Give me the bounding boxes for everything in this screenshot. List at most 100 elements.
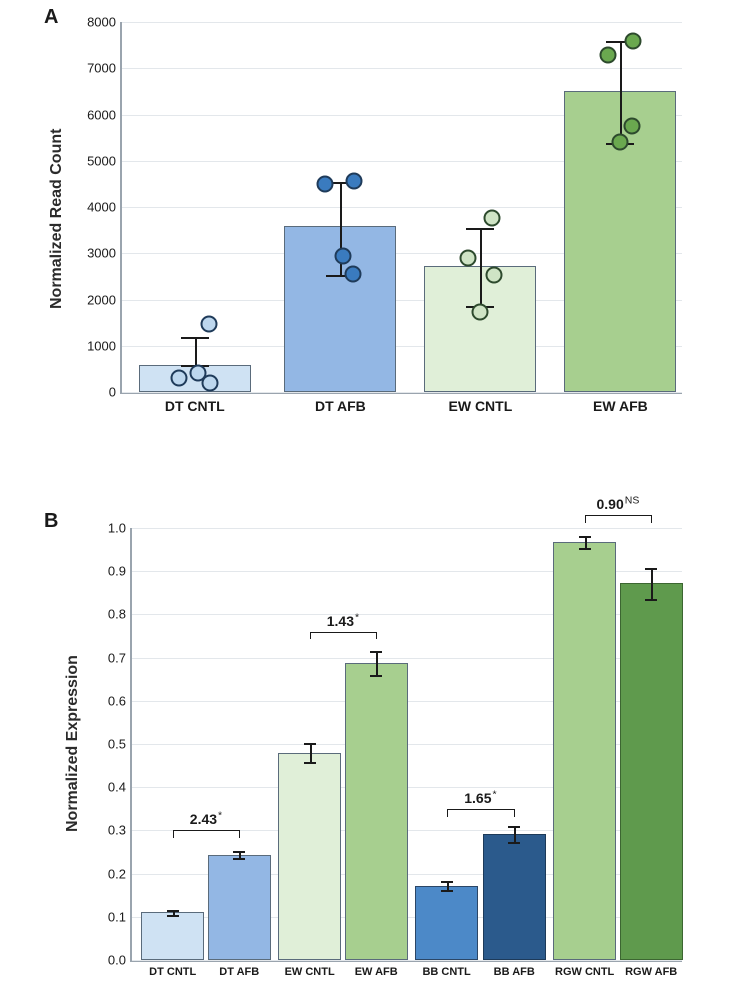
chartB-bracket-label: 1.43* (327, 611, 359, 629)
chartB-bracket (447, 809, 515, 810)
chartB-xtick-label: BB CNTL (422, 960, 470, 978)
chartA-gridline (122, 68, 682, 69)
chartB-errorcap (508, 842, 520, 844)
chartA-scatter-point (600, 47, 617, 64)
chartA-ytick-label: 2000 (87, 292, 122, 307)
chartB-bracket-tick (310, 632, 311, 640)
chartA-ytick-label: 6000 (87, 107, 122, 122)
chartB-bracket-tick (376, 632, 377, 640)
chartA-scatter-point (623, 117, 640, 134)
chartA-scatter-point (472, 304, 489, 321)
chartB-errorcap (441, 881, 453, 883)
chartB-errorbar (514, 826, 516, 842)
chartB-xtick-label: RGW AFB (625, 960, 677, 978)
chartB-bar (278, 753, 341, 960)
chartA-scatter-point (459, 249, 476, 266)
chartB-ytick-label: 0.5 (108, 737, 132, 752)
chartB-bar (483, 834, 546, 960)
chartA-ytick-label: 1000 (87, 338, 122, 353)
chartA-scatter-point (171, 370, 188, 387)
panel-label-A: A (44, 6, 58, 29)
chartB-errorcap (167, 910, 179, 912)
chartB-errorcap (167, 915, 179, 917)
chartB-plot-area: 0.00.10.20.30.40.50.60.70.80.91.0DT CNTL… (130, 528, 682, 962)
chartA-ytick-label: 0 (109, 385, 122, 400)
chartA-ytick-label: 4000 (87, 200, 122, 215)
chartA-errorcap (466, 228, 494, 230)
chartA-scatter-point (612, 134, 629, 151)
chartA-errorcap (181, 337, 209, 339)
chartB-errorbar (651, 568, 653, 599)
chartB-errorcap (233, 858, 245, 860)
chartA-scatter-point (345, 173, 362, 190)
chartB-bar (345, 663, 408, 960)
chartB-bracket (585, 515, 652, 516)
chartB-xtick-label: EW AFB (355, 960, 398, 978)
chartB-xtick-label: EW CNTL (285, 960, 335, 978)
chartB-xtick-label: RGW CNTL (555, 960, 614, 978)
chartA-xtick-label: EW AFB (593, 392, 648, 414)
chartA-scatter-point (344, 266, 361, 283)
chartA-ytick-label: 8000 (87, 15, 122, 30)
chartB-errorcap (233, 851, 245, 853)
chartA-ytick-label: 7000 (87, 61, 122, 76)
chartB-bracket-tick (651, 515, 652, 523)
chartA-xtick-label: EW CNTL (449, 392, 513, 414)
chartB-xtick-label: DT AFB (219, 960, 259, 978)
chartB-ytick-label: 0.4 (108, 780, 132, 795)
chartB-bracket-tick (239, 830, 240, 838)
chartB-ytick-label: 0.1 (108, 909, 132, 924)
chartB-ytick-label: 0.6 (108, 693, 132, 708)
chartA-scatter-point (201, 316, 218, 333)
chartA-scatter-point (316, 175, 333, 192)
panel-label-B: B (44, 510, 58, 533)
figure-page: A 010002000300040005000600070008000DT CN… (0, 0, 740, 1008)
chartB-errorcap (304, 762, 316, 764)
chartB-y-axis-title: Normalized Expression (64, 655, 82, 832)
chartB-bar (415, 886, 478, 960)
chartA-scatter-point (334, 247, 351, 264)
chartB-errorcap (645, 568, 657, 570)
chartB-errorcap (370, 675, 382, 677)
chartB-ytick-label: 0.3 (108, 823, 132, 838)
chartB-bar (208, 855, 271, 960)
chartA-scatter-point (624, 33, 641, 50)
chartB-errorcap (441, 890, 453, 892)
chartB-xtick-label: BB AFB (494, 960, 535, 978)
chartB-bracket-tick (585, 515, 586, 523)
chartA-errorbar (195, 337, 197, 366)
chartA-errorbar (480, 228, 482, 306)
chartB-errorcap (579, 536, 591, 538)
chartA-ytick-label: 3000 (87, 246, 122, 261)
chartB-bar (141, 912, 204, 960)
chartB-bracket (173, 830, 240, 831)
chartB-errorcap (508, 826, 520, 828)
chartB-errorbar (310, 743, 312, 762)
chartB-bracket-tick (514, 809, 515, 817)
chartA-ytick-label: 5000 (87, 153, 122, 168)
chartB-bracket-label: 0.90NS (597, 494, 640, 512)
chartB-xtick-label: DT CNTL (149, 960, 196, 978)
chartB-ytick-label: 0.7 (108, 650, 132, 665)
chartA-gridline (122, 22, 682, 23)
chartB-errorcap (304, 743, 316, 745)
chartB-errorcap (579, 548, 591, 550)
chartA-scatter-point (202, 374, 219, 391)
chartB-ytick-label: 0.0 (108, 953, 132, 968)
chartB-bracket-label: 2.43* (190, 810, 222, 828)
chartB-errorbar (376, 651, 378, 675)
chartB-gridline (132, 528, 682, 529)
chartA-xtick-label: DT AFB (315, 392, 366, 414)
chartA-xtick-label: DT CNTL (165, 392, 225, 414)
chartA-plot-area: 010002000300040005000600070008000DT CNTL… (120, 22, 682, 394)
chartB-ytick-label: 0.2 (108, 866, 132, 881)
chartB-bracket-label: 1.65* (464, 788, 496, 806)
chartA-y-axis-title: Normalized Read Count (48, 129, 66, 309)
chartB-bracket (310, 632, 377, 633)
chartB-bracket-tick (447, 809, 448, 817)
chartB-bar (620, 583, 683, 960)
chartB-ytick-label: 1.0 (108, 521, 132, 536)
chartB-bar (553, 542, 616, 960)
chartB-errorcap (645, 599, 657, 601)
chartA-scatter-point (483, 210, 500, 227)
